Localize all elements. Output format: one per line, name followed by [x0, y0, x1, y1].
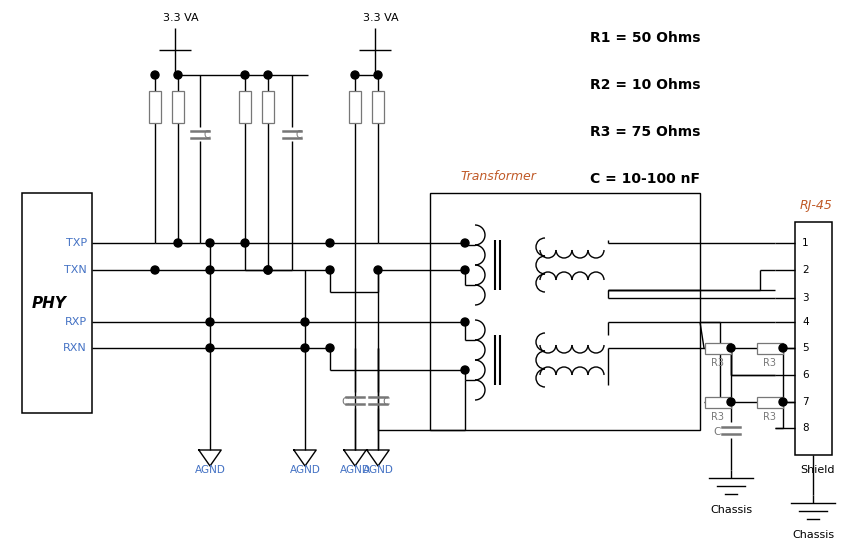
Bar: [757, 396, 783, 407]
Text: 7: 7: [802, 397, 809, 407]
Circle shape: [151, 71, 159, 79]
Circle shape: [206, 266, 214, 274]
Circle shape: [326, 239, 334, 247]
Text: AGND: AGND: [290, 465, 321, 475]
Text: AGND: AGND: [362, 465, 394, 475]
Circle shape: [206, 318, 214, 326]
Text: C: C: [713, 427, 720, 437]
Bar: [757, 343, 783, 353]
Circle shape: [174, 71, 182, 79]
Text: R1: R1: [171, 105, 184, 115]
Circle shape: [374, 266, 382, 274]
Text: 3.3 VA: 3.3 VA: [363, 13, 399, 23]
Circle shape: [727, 398, 735, 406]
Circle shape: [264, 266, 272, 274]
Text: 3: 3: [802, 293, 809, 303]
Text: R3: R3: [764, 358, 777, 368]
Text: R3: R3: [712, 358, 725, 368]
Circle shape: [206, 344, 214, 352]
Bar: [795, 222, 832, 455]
Text: R2: R2: [371, 105, 384, 115]
Circle shape: [174, 239, 182, 247]
Text: Chassis: Chassis: [710, 505, 752, 515]
Text: RXN: RXN: [63, 343, 87, 353]
Text: RXP: RXP: [65, 317, 87, 327]
Circle shape: [206, 239, 214, 247]
Circle shape: [374, 71, 382, 79]
Circle shape: [326, 344, 334, 352]
Circle shape: [779, 398, 787, 406]
Text: R1: R1: [261, 105, 274, 115]
Text: 4: 4: [802, 317, 809, 327]
Text: 5: 5: [802, 343, 809, 353]
Bar: [22, 193, 92, 413]
Circle shape: [301, 344, 309, 352]
Circle shape: [264, 266, 272, 274]
Bar: [372, 91, 384, 123]
Circle shape: [779, 344, 787, 352]
Text: C: C: [341, 397, 349, 407]
Circle shape: [301, 318, 309, 326]
Bar: [705, 396, 731, 407]
Text: R1: R1: [148, 105, 161, 115]
Text: R1: R1: [238, 105, 251, 115]
Circle shape: [461, 266, 469, 274]
Bar: [349, 91, 361, 123]
Circle shape: [461, 239, 469, 247]
Circle shape: [461, 366, 469, 374]
Text: AGND: AGND: [194, 465, 225, 475]
Text: C: C: [203, 130, 210, 140]
Circle shape: [326, 266, 334, 274]
Text: C: C: [295, 130, 302, 140]
Text: R2: R2: [348, 105, 362, 115]
Text: 3.3 VA: 3.3 VA: [163, 13, 199, 23]
Text: Transformer: Transformer: [460, 170, 536, 183]
Text: 6: 6: [802, 370, 809, 380]
Circle shape: [351, 71, 359, 79]
Text: C: C: [382, 397, 389, 407]
Text: Chassis: Chassis: [792, 530, 835, 540]
Bar: [149, 91, 161, 123]
Bar: [239, 91, 251, 123]
Text: RJ-45: RJ-45: [800, 199, 833, 212]
Circle shape: [241, 239, 249, 247]
Text: R2 = 10 Ohms: R2 = 10 Ohms: [590, 78, 701, 92]
Text: PHY: PHY: [31, 295, 67, 311]
Circle shape: [151, 266, 159, 274]
Text: R3: R3: [764, 412, 777, 422]
Text: AGND: AGND: [340, 465, 370, 475]
Bar: [705, 343, 731, 353]
Bar: [172, 91, 184, 123]
Bar: [262, 91, 274, 123]
Circle shape: [241, 71, 249, 79]
Text: TXP: TXP: [66, 238, 87, 248]
Text: R3: R3: [712, 412, 725, 422]
Text: 1: 1: [802, 238, 809, 248]
Circle shape: [264, 71, 272, 79]
Text: 2: 2: [802, 265, 809, 275]
Text: 8: 8: [802, 423, 809, 433]
Text: R3 = 75 Ohms: R3 = 75 Ohms: [590, 125, 701, 139]
Text: R1 = 50 Ohms: R1 = 50 Ohms: [590, 31, 701, 45]
Text: C = 10-100 nF: C = 10-100 nF: [590, 172, 700, 186]
Text: Shield: Shield: [800, 465, 835, 475]
Circle shape: [461, 318, 469, 326]
Circle shape: [727, 344, 735, 352]
Bar: [430, 193, 700, 430]
Text: TXN: TXN: [64, 265, 87, 275]
